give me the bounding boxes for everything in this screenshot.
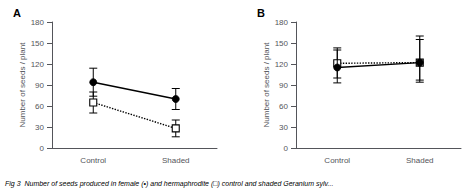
svg-text:120: 120 — [31, 60, 45, 69]
svg-text:Shaded: Shaded — [406, 156, 434, 165]
svg-text:90: 90 — [35, 81, 44, 90]
svg-text:60: 60 — [35, 102, 44, 111]
svg-text:60: 60 — [279, 102, 288, 111]
svg-text:180: 180 — [275, 18, 289, 27]
svg-text:30: 30 — [279, 123, 288, 132]
svg-text:0: 0 — [40, 144, 45, 153]
svg-text:Shaded: Shaded — [162, 156, 190, 165]
svg-text:Control: Control — [80, 156, 106, 165]
svg-text:Control: Control — [324, 156, 350, 165]
svg-text:Number of seeds / plant: Number of seeds / plant — [262, 42, 271, 128]
svg-text:120: 120 — [275, 60, 289, 69]
svg-text:150: 150 — [31, 39, 45, 48]
svg-text:0: 0 — [284, 144, 289, 153]
svg-text:180: 180 — [31, 18, 45, 27]
svg-text:150: 150 — [275, 39, 289, 48]
svg-text:A: A — [13, 7, 21, 19]
svg-text:30: 30 — [35, 123, 44, 132]
svg-text:Number of seeds / plant: Number of seeds / plant — [18, 42, 27, 128]
svg-text:90: 90 — [279, 81, 288, 90]
svg-text:B: B — [257, 7, 265, 19]
svg-text:Fig 3 Number of seeds produce: Fig 3 Number of seeds produced in female… — [5, 180, 333, 188]
